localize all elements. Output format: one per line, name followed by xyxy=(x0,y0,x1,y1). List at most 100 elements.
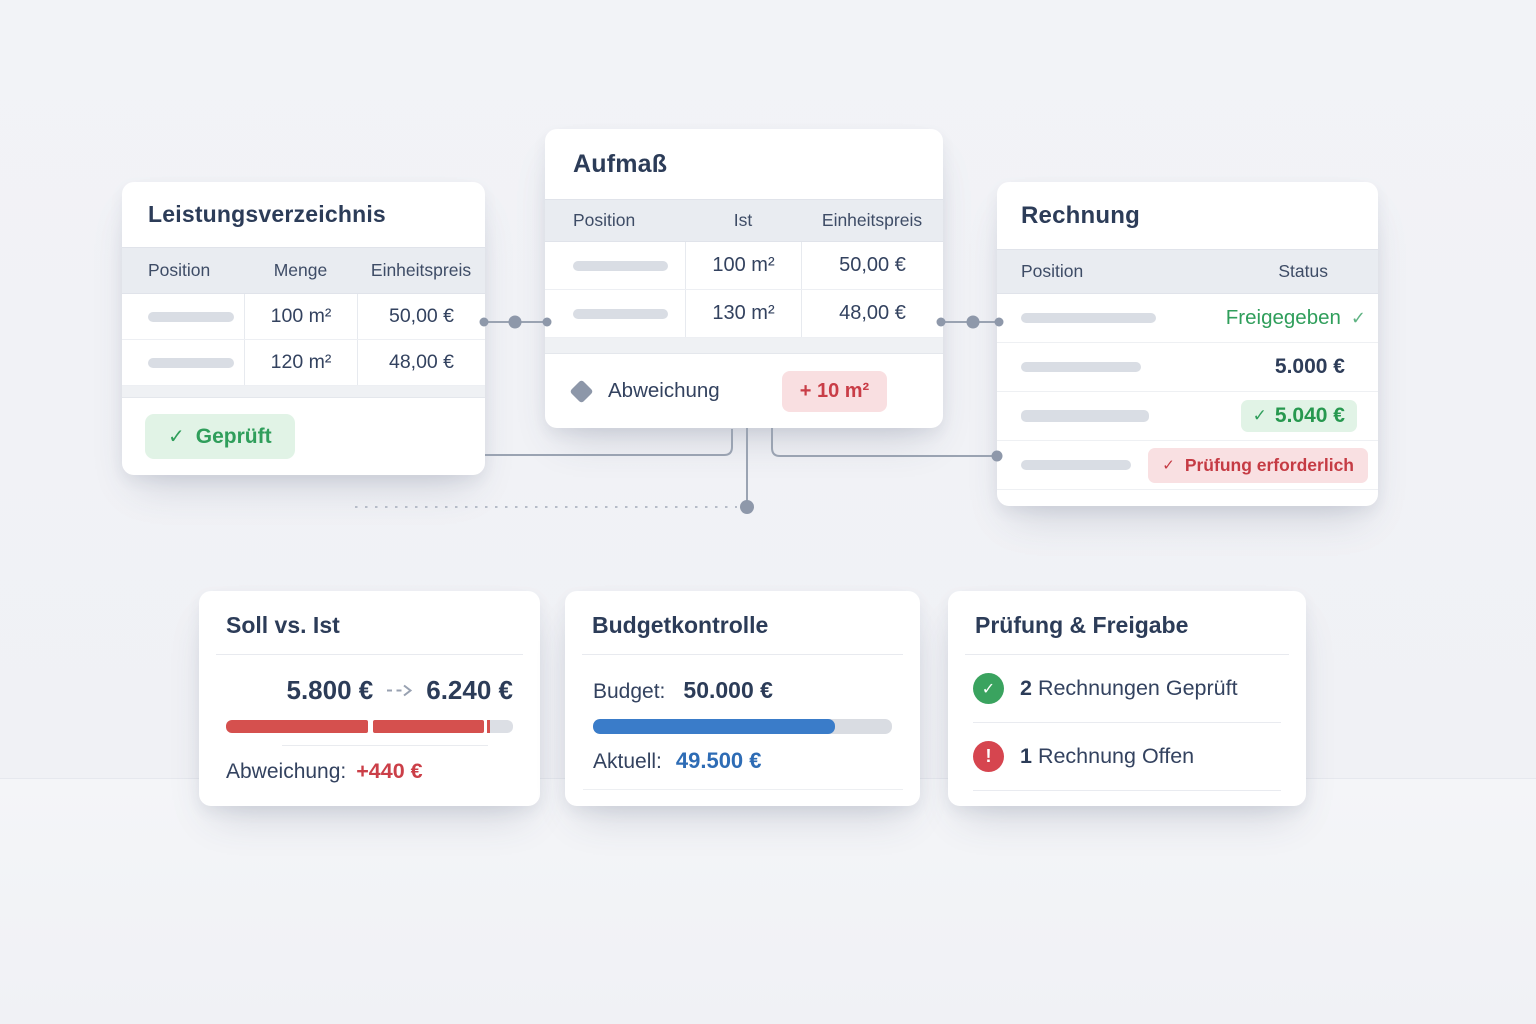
aufmass-card: Aufmaß Position Ist Einheitspreis 100 m²… xyxy=(545,129,943,428)
card-title: Soll vs. Ist xyxy=(226,612,340,638)
dot xyxy=(740,500,754,514)
card-title: Aufmaß xyxy=(573,149,668,178)
table-row: Freigegeben ✓ xyxy=(997,294,1378,343)
column-header-einheitspreis: Einheitspreis xyxy=(821,210,923,230)
abweichung-value-badge: + 10 m² xyxy=(781,370,888,412)
check-circle-icon: ✓ xyxy=(973,673,1004,704)
leistungsverzeichnis-card: Leistungsverzeichnis Position Menge Einh… xyxy=(122,182,485,475)
divider xyxy=(216,654,523,655)
card-bottom-strip xyxy=(997,490,1378,506)
soll-ist-bar xyxy=(226,720,513,733)
column-header-ist: Ist xyxy=(733,210,753,230)
abweichung-row: Abweichung: +440 € xyxy=(226,759,513,784)
pruefung-erforderlich-badge: ✓ Prüfung erforderlich xyxy=(1148,447,1368,483)
abweichung-value: +440 € xyxy=(356,759,423,783)
position-placeholder-bar xyxy=(1021,362,1141,372)
dashed-arrow-icon xyxy=(387,684,413,697)
column-header-menge: Menge xyxy=(273,260,328,280)
check-icon: ✓ xyxy=(1162,457,1175,474)
budget-value: 50.000 € xyxy=(683,677,773,703)
soll-value: 5.800 € xyxy=(286,675,374,705)
item-label: Rechnungen Geprüft xyxy=(1037,676,1238,700)
card-header: Leistungsverzeichnis xyxy=(122,182,485,247)
position-placeholder-bar xyxy=(573,260,668,271)
abweichung-label: Abweichung xyxy=(608,379,720,402)
table-row: 120 m² 48,00 € xyxy=(122,340,485,386)
card-title: Budgetkontrolle xyxy=(592,612,769,638)
table-footer-band xyxy=(545,338,943,354)
soll-bar-segment xyxy=(226,720,368,733)
position-cell xyxy=(122,294,244,339)
budget-progress-fill xyxy=(593,719,836,734)
abweichung-label: Abweichung: xyxy=(226,760,347,783)
rechnung-card: Rechnung Position Status Freigegeben ✓ 5… xyxy=(997,182,1378,506)
column-header-position: Position xyxy=(148,260,211,280)
ist-value: 100 m² xyxy=(685,242,801,289)
position-cell xyxy=(545,290,685,337)
table-row: 5.000 € xyxy=(997,343,1378,392)
check-icon: ✓ xyxy=(1350,307,1366,328)
budgetkontrolle-card: Budgetkontrolle Budget: 50.000 € Aktuell… xyxy=(565,591,920,806)
status-text: Prüfung erforderlich xyxy=(1184,454,1354,475)
soll-ist-values: 5.800 € 6.240 € xyxy=(226,675,514,706)
card-title: Prüfung & Freigabe xyxy=(975,612,1189,638)
einheitspreis-value: 50,00 € xyxy=(801,242,943,289)
menge-value: 120 m² xyxy=(244,340,357,385)
soll-vs-ist-card: Soll vs. Ist 5.800 € 6.240 € Abweichung:… xyxy=(199,591,540,806)
item-text: 2 Rechnungen Geprüft xyxy=(1020,676,1238,701)
card-header: Aufmaß xyxy=(545,129,943,199)
status-text: Freigegeben xyxy=(1225,306,1341,329)
pruefung-freigabe-card: Prüfung & Freigabe ✓ 2 Rechnungen Geprüf… xyxy=(948,591,1306,806)
aktuell-label: Aktuell: xyxy=(593,750,662,773)
dot xyxy=(508,315,522,329)
column-header-position: Position xyxy=(573,210,636,230)
menge-value: 100 m² xyxy=(244,294,357,339)
table-row: ✓ 5.040 € xyxy=(997,392,1378,441)
position-placeholder-bar xyxy=(1021,313,1156,323)
item-count: 2 xyxy=(1020,676,1032,700)
bar-track-remainder xyxy=(490,720,513,733)
position-placeholder-bar xyxy=(573,308,668,319)
einheitspreis-value: 50,00 € xyxy=(357,294,485,339)
table-footer-band xyxy=(122,386,485,398)
table-row: 100 m² 50,00 € xyxy=(122,294,485,340)
divider xyxy=(965,654,1289,655)
alert-circle-icon: ! xyxy=(973,741,1004,772)
budget-label: Budget: xyxy=(593,680,666,703)
aktuell-row: Aktuell: 49.500 € xyxy=(593,748,892,774)
table-row: ✓ Prüfung erforderlich xyxy=(997,441,1378,490)
status-freigegeben: Freigegeben ✓ xyxy=(1226,306,1378,330)
column-header-position: Position xyxy=(1021,261,1084,281)
column-header-einheitspreis: Einheitspreis xyxy=(370,260,472,280)
position-cell xyxy=(545,242,685,289)
bar-marker-tick xyxy=(487,720,490,733)
check-glyph: ✓ xyxy=(981,680,996,698)
table-header-row: Position Ist Einheitspreis xyxy=(545,199,943,242)
list-item-geprueft: ✓ 2 Rechnungen Geprüft xyxy=(973,655,1281,723)
table-header-row: Position Menge Einheitspreis xyxy=(122,247,485,294)
position-placeholder-bar xyxy=(148,311,234,322)
position-placeholder-bar xyxy=(148,357,234,368)
card-footer: Abweichung + 10 m² xyxy=(545,354,943,428)
divider xyxy=(582,654,903,655)
item-text: 1 Rechnung Offen xyxy=(1020,744,1194,769)
ist-value: 6.240 € xyxy=(426,675,513,705)
table-row: 130 m² 48,00 € xyxy=(545,290,943,338)
approved-amount-badge: ✓ 5.040 € xyxy=(1240,400,1357,432)
ist-bar-segment xyxy=(373,720,484,733)
aktuell-value: 49.500 € xyxy=(675,748,762,773)
item-count: 1 xyxy=(1020,744,1032,768)
exclamation-glyph: ! xyxy=(985,746,992,766)
budget-progress-bar xyxy=(593,719,892,734)
table-row: 100 m² 50,00 € xyxy=(545,242,943,290)
list-item-offen: ! 1 Rechnung Offen xyxy=(973,723,1281,791)
diamond-icon xyxy=(569,378,594,404)
background-floor xyxy=(0,778,1536,1024)
table-header-row: Position Status xyxy=(997,249,1378,294)
check-icon: ✓ xyxy=(168,426,185,448)
connector-lv-elbow xyxy=(485,429,733,456)
dot xyxy=(966,315,980,329)
ist-value: 130 m² xyxy=(685,290,801,337)
divider xyxy=(282,745,488,746)
